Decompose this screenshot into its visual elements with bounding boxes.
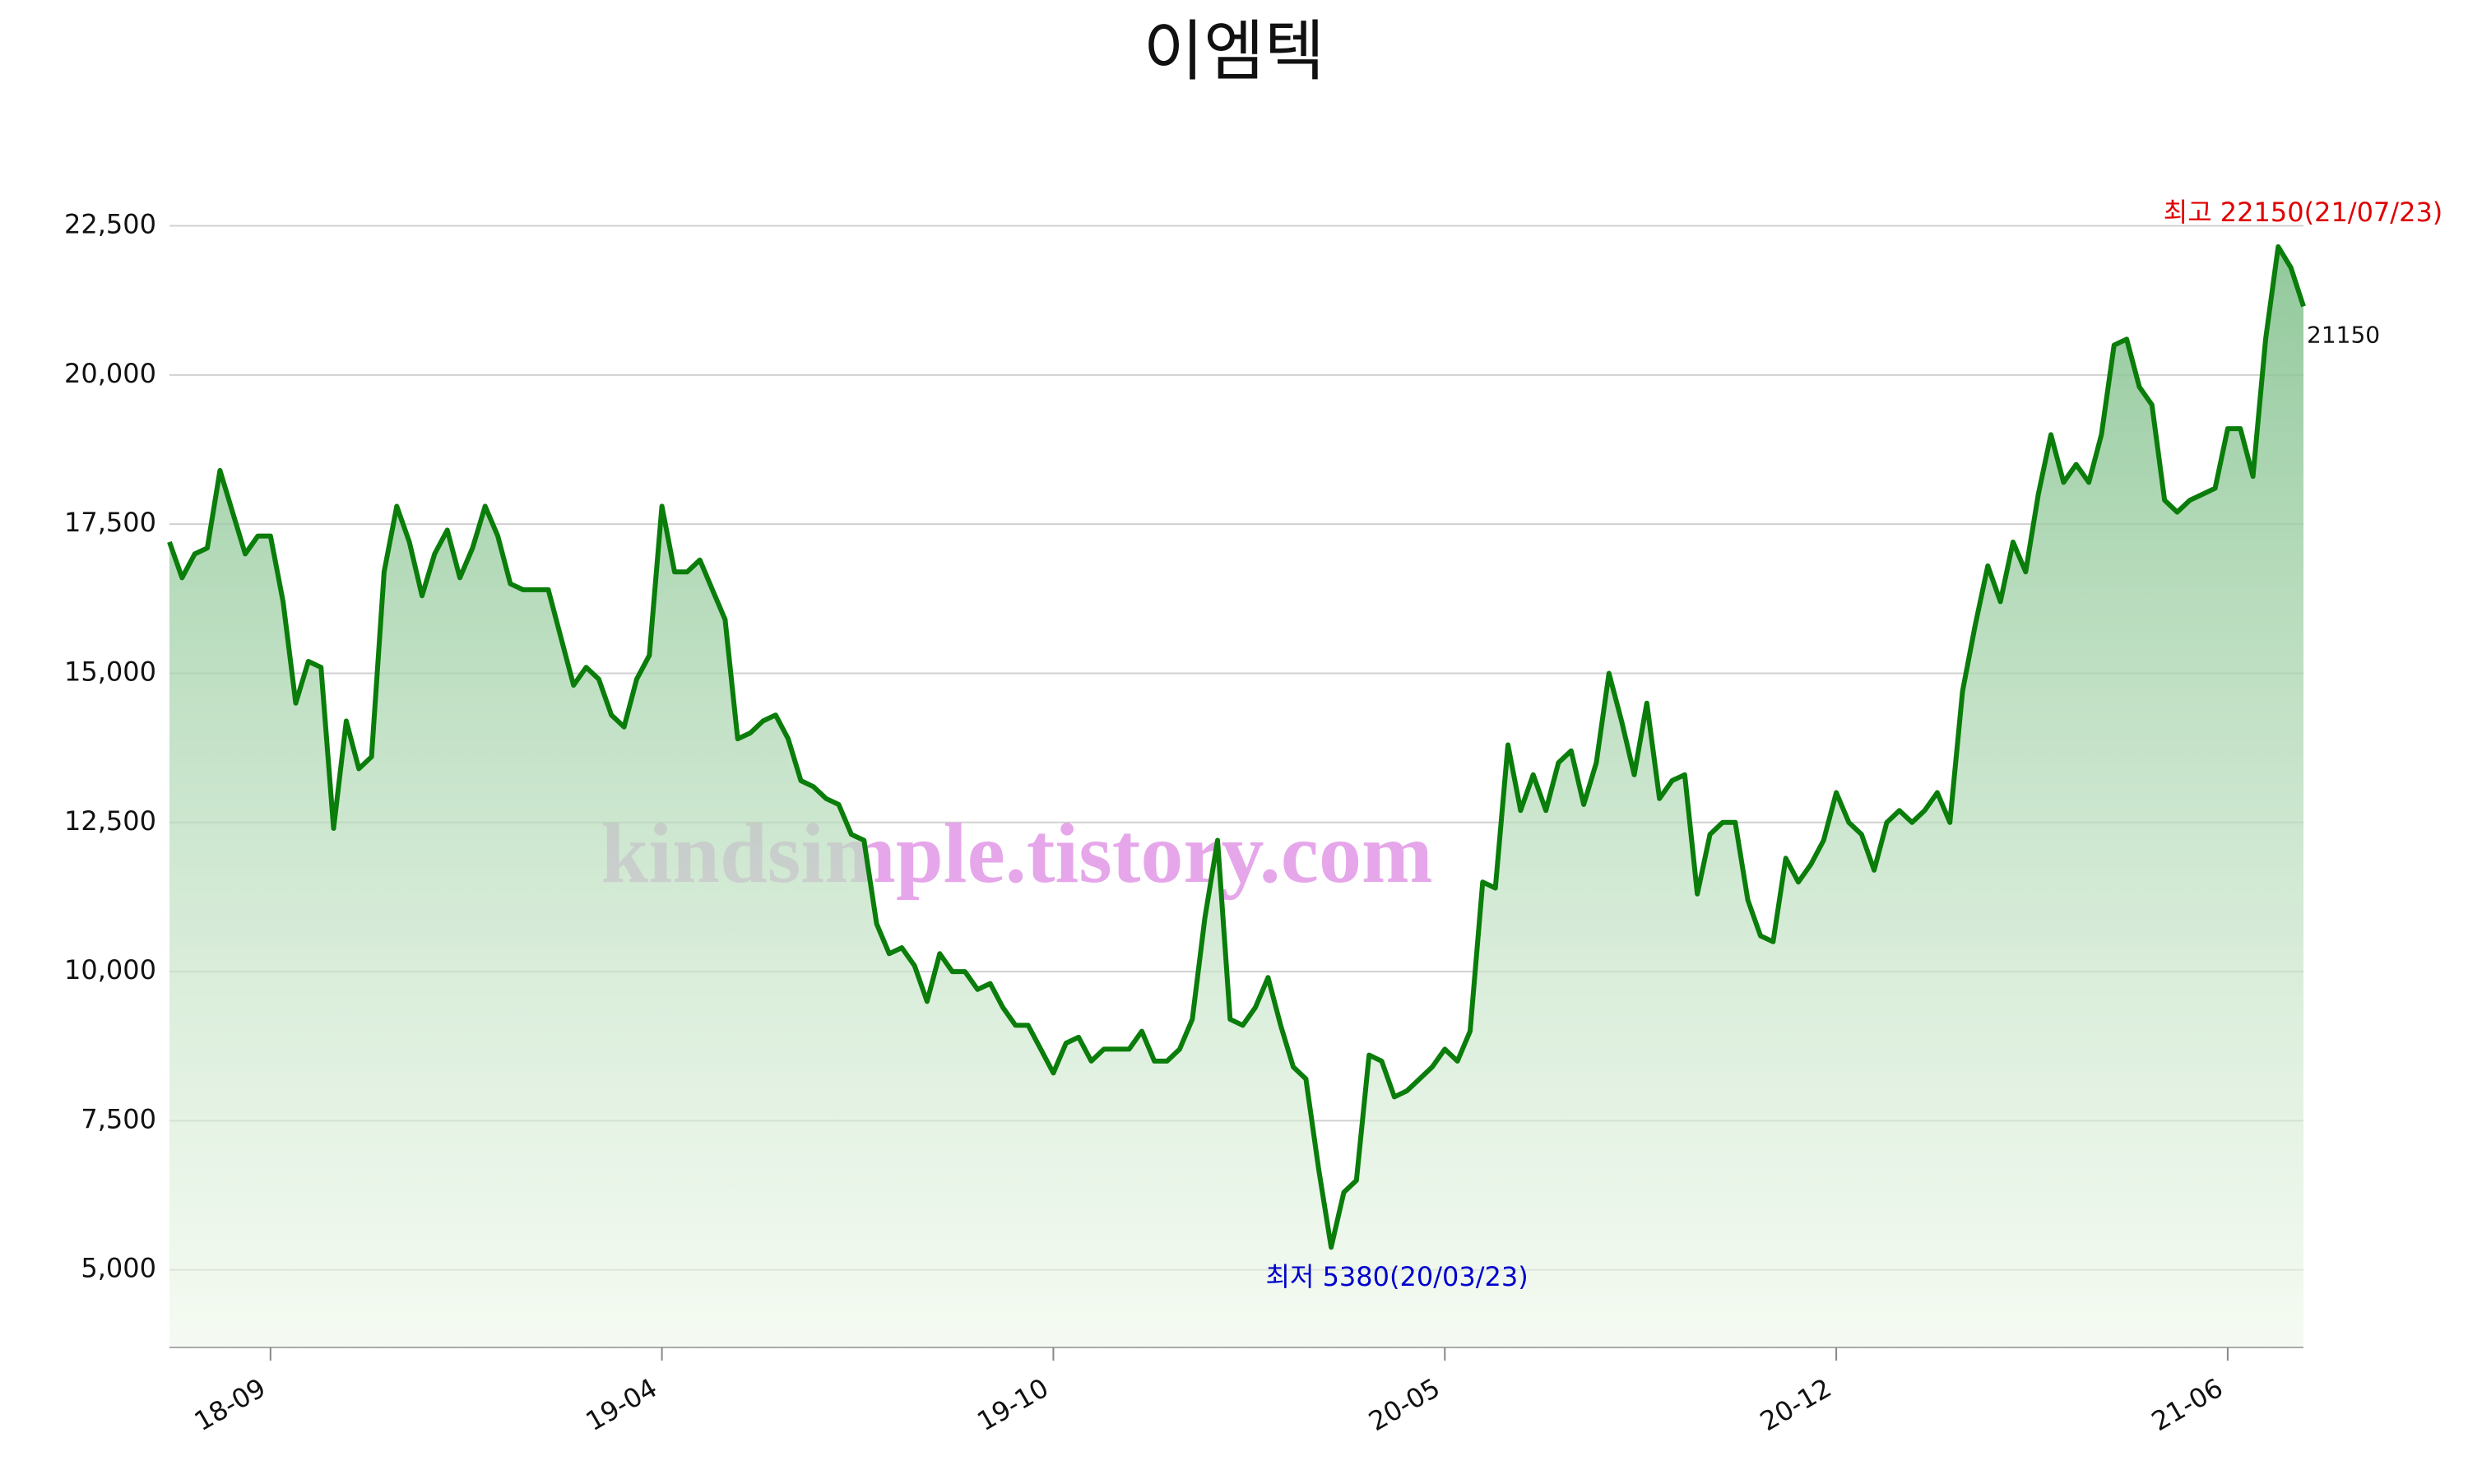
x-tick-label: 21-06 bbox=[2146, 1372, 2229, 1437]
y-tick-label: 10,000 bbox=[64, 954, 156, 985]
x-tick-label: 19-04 bbox=[581, 1372, 663, 1437]
min-annotation: 최저 5380(20/03/23) bbox=[1266, 1261, 1529, 1292]
y-tick-label: 5,000 bbox=[81, 1253, 156, 1284]
x-tick-label: 18-09 bbox=[189, 1372, 271, 1437]
y-tick-label: 7,500 bbox=[81, 1103, 156, 1134]
x-tick-label: 20-12 bbox=[1755, 1372, 1837, 1437]
line bbox=[167, 243, 2306, 1250]
y-tick-label: 12,500 bbox=[64, 805, 156, 837]
max-annotation: 최고 22150(21/07/23) bbox=[2164, 197, 2443, 228]
x-tick-label: 20-05 bbox=[1363, 1372, 1445, 1437]
area bbox=[169, 246, 2303, 1347]
y-tick-label: 20,000 bbox=[64, 358, 156, 389]
chart-title: 이엠텍 bbox=[1144, 13, 1325, 90]
y-tick-label: 22,500 bbox=[64, 209, 156, 240]
y-tick-label: 17,500 bbox=[64, 507, 156, 538]
x-tick-label: 19-10 bbox=[972, 1372, 1054, 1437]
last-value-label: 21150 bbox=[2307, 321, 2380, 348]
y-tick-label: 15,000 bbox=[64, 656, 156, 687]
